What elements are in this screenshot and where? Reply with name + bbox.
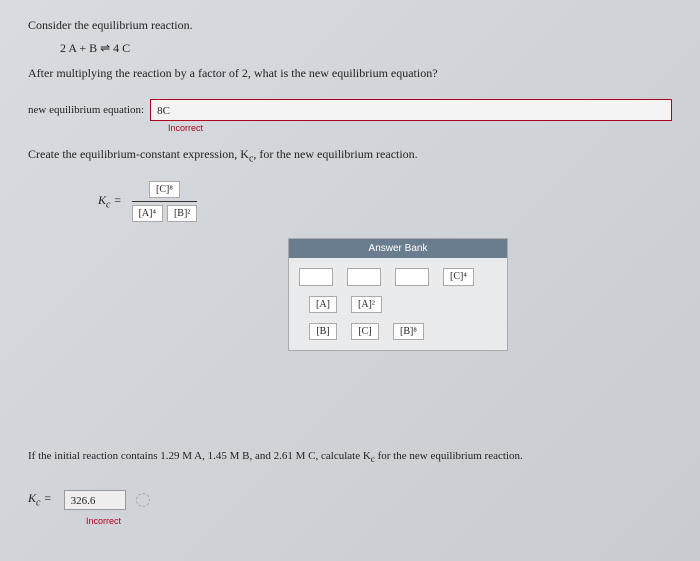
fraction-denominator[interactable]: [A]⁴ [B]² xyxy=(132,202,198,225)
reaction-equation: 2 A + B ⇌ 4 C xyxy=(60,41,672,56)
kc-value-input[interactable]: 326.6 xyxy=(64,490,126,510)
equation-status: Incorrect xyxy=(168,123,672,133)
bank-slot[interactable] xyxy=(347,268,381,286)
bank-tile[interactable]: [A]² xyxy=(351,296,382,313)
answer-bank: Answer Bank [C]⁴ [A] [A]² [B] [C] [B]⁸ xyxy=(288,238,508,351)
bank-tile[interactable]: [C]⁴ xyxy=(443,268,474,286)
tile-denominator-0[interactable]: [A]⁴ xyxy=(132,205,163,222)
tile-denominator-1[interactable]: [B]² xyxy=(167,205,197,222)
answer-bank-body: [C]⁴ [A] [A]² [B] [C] [B]⁸ xyxy=(289,258,507,350)
question-page: Consider the equilibrium reaction. 2 A +… xyxy=(0,0,700,561)
bank-tile[interactable]: [B]⁸ xyxy=(393,323,424,340)
equation-field-label: new equilibrium equation: xyxy=(28,104,144,116)
question1-text: After multiplying the reaction by a fact… xyxy=(28,66,672,81)
bank-row-0: [C]⁴ xyxy=(299,268,497,286)
equation-answer-row: new equilibrium equation: 8C xyxy=(28,99,672,121)
question2-text: If the initial reaction contains 1.29 M … xyxy=(28,450,523,464)
kc-symbol: Kc = xyxy=(98,193,122,210)
bank-tile[interactable]: [C] xyxy=(351,323,379,340)
bank-row-2: [B] [C] [B]⁸ xyxy=(299,323,497,340)
bank-tile[interactable]: [A] xyxy=(309,296,337,313)
bank-slot[interactable] xyxy=(299,268,333,286)
kc-value-row: Kc = 326.6 xyxy=(28,490,150,510)
fraction: [C]⁸ [A]⁴ [B]² xyxy=(132,178,198,225)
bank-row-1: [A] [A]² xyxy=(299,296,497,313)
fraction-numerator[interactable]: [C]⁸ xyxy=(149,178,180,201)
kc-value-status: Incorrect xyxy=(86,516,121,526)
tile-numerator-0[interactable]: [C]⁸ xyxy=(149,181,180,198)
answer-bank-title: Answer Bank xyxy=(289,239,507,258)
equation-answer-input[interactable]: 8C xyxy=(150,99,672,121)
intro-text: Consider the equilibrium reaction. xyxy=(28,18,672,33)
kc-value-label: Kc = xyxy=(28,491,52,508)
loading-icon xyxy=(136,493,150,507)
bank-slot[interactable] xyxy=(395,268,429,286)
bank-tile[interactable]: [B] xyxy=(309,323,337,340)
create-expression-text: Create the equilibrium-constant expressi… xyxy=(28,147,672,164)
kc-expression: Kc = [C]⁸ [A]⁴ [B]² xyxy=(98,178,672,225)
